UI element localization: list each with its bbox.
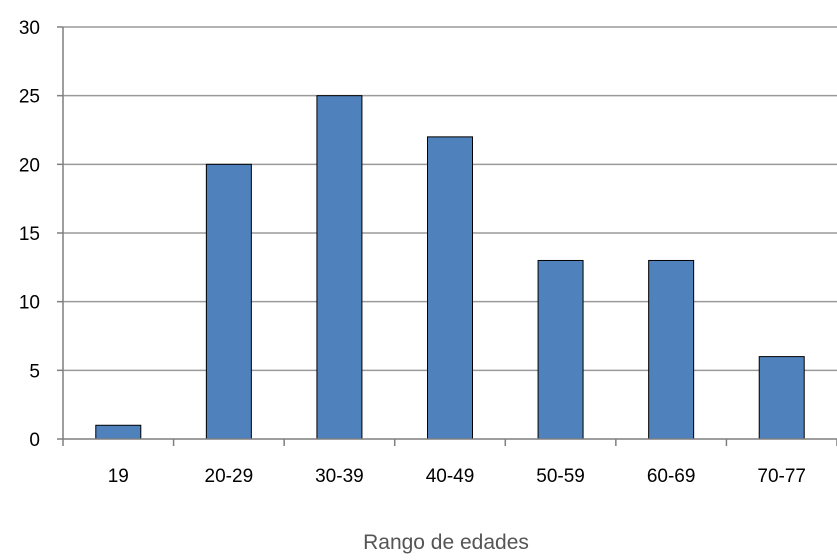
axes <box>57 26 837 446</box>
y-tick-labels: 0 5 10 15 20 25 30 <box>19 18 40 451</box>
y-tick-label: 15 <box>19 224 40 245</box>
x-tick-label: 70-77 <box>757 466 806 487</box>
x-tick-label: 50-59 <box>536 466 585 487</box>
x-tick-labels: 19 20-29 30-39 40-49 50-59 60-69 70-77 <box>108 466 806 487</box>
bar-19 <box>95 424 142 440</box>
x-tick-label: 19 <box>108 466 129 487</box>
y-tick-label: 0 <box>29 430 40 451</box>
y-tick-label: 25 <box>19 87 40 108</box>
y-tick-label: 5 <box>29 361 40 382</box>
bar-70-77 <box>758 356 805 440</box>
y-tick-label: 20 <box>19 155 40 176</box>
bar-50-59 <box>537 259 584 440</box>
x-tick-label: 30-39 <box>315 466 364 487</box>
y-tick-label: 10 <box>19 293 40 314</box>
bar-30-39 <box>316 95 363 440</box>
bar-40-49 <box>427 136 473 440</box>
bar-60-69 <box>648 259 695 440</box>
bar-20-29 <box>205 163 252 440</box>
x-axis-title: Rango de edades <box>363 531 529 554</box>
x-tick-label: 60-69 <box>647 466 696 487</box>
x-tick-label: 40-49 <box>426 466 475 487</box>
y-tick-label: 30 <box>19 18 40 39</box>
x-tick-label: 20-29 <box>205 466 254 487</box>
bars <box>95 95 805 440</box>
